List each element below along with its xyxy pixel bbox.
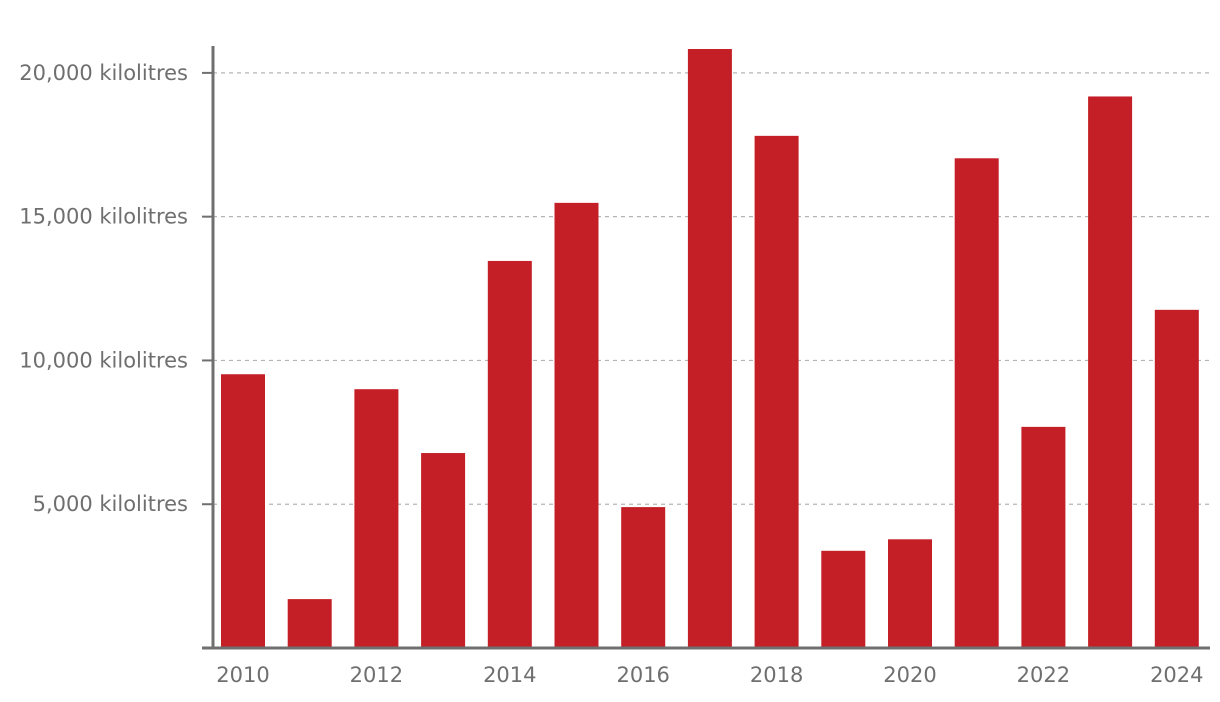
x-tick-label: 2022 xyxy=(1017,663,1070,687)
bar-2016 xyxy=(621,507,666,648)
x-tick-labels: 2010 2012 2014 2016 2018 2020 2022 2024 xyxy=(216,663,1203,687)
bar-2013 xyxy=(421,453,466,648)
y-tick-label: 15,000 kilolitres xyxy=(19,205,188,229)
x-tick-label: 2018 xyxy=(750,663,803,687)
bar-2019 xyxy=(821,550,866,648)
bar-2017 xyxy=(687,49,732,648)
bar-2010 xyxy=(221,374,265,648)
y-tick-labels: 5,000 kilolitres 10,000 kilolitres 15,000 … xyxy=(19,61,188,516)
axes xyxy=(202,46,1210,650)
bar-2021 xyxy=(954,158,999,648)
bar-2015 xyxy=(554,202,599,648)
x-tick-label: 2010 xyxy=(216,663,269,687)
bars xyxy=(221,49,1199,649)
bar-2012 xyxy=(354,389,399,648)
bar-2023 xyxy=(1088,96,1133,649)
x-tick-label: 2016 xyxy=(616,663,669,687)
x-tick-label: 2024 xyxy=(1150,663,1203,687)
bar-2011 xyxy=(287,599,332,648)
bar-2014 xyxy=(487,260,532,648)
x-tick-label: 2012 xyxy=(350,663,403,687)
x-tick-label: 2014 xyxy=(483,663,536,687)
y-tick-label: 5,000 kilolitres xyxy=(33,492,188,516)
bar-2024 xyxy=(1154,309,1199,648)
y-tick-label: 20,000 kilolitres xyxy=(19,61,188,85)
y-tick-label: 10,000 kilolitres xyxy=(19,348,188,372)
bar-2022 xyxy=(1021,426,1066,648)
x-tick-label: 2020 xyxy=(883,663,936,687)
bar-2020 xyxy=(888,539,932,648)
bar-2018 xyxy=(754,135,799,649)
